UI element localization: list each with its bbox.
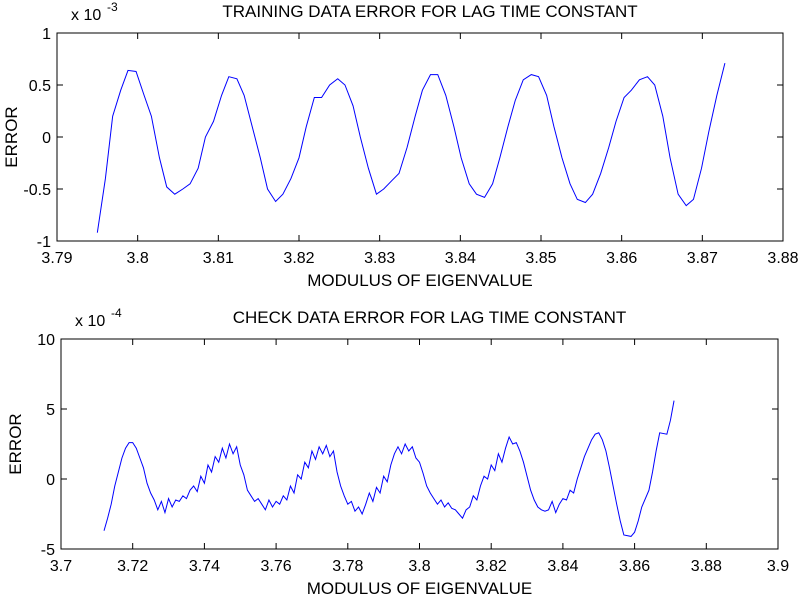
x-tick-label: 3.72 (117, 558, 148, 575)
x-tick-label: 3.84 (445, 250, 476, 267)
x-tick-label: 3.74 (189, 558, 220, 575)
subplot: 3.7 3.72 3.74 3.76 3.78 3.8 3.82 3.84 3.86 3.88 3.… (6, 306, 789, 598)
plot-area (60, 338, 779, 550)
x-tick-label: 3.88 (691, 558, 722, 575)
x-axis-label: MODULUS OF EIGENVALUE (307, 271, 532, 290)
x-tick-label: 3.86 (619, 558, 650, 575)
subplot: 3.79 3.8 3.81 3.82 3.83 3.84 3.85 3.86 3.87 3.88 -… (2, 0, 799, 290)
x-tick-label: 3.8 (127, 250, 149, 267)
x-tick-label: 3.79 (41, 250, 72, 267)
y-tick-label: -0.5 (23, 182, 51, 199)
x-tick-label: 3.81 (203, 250, 234, 267)
y-tick-label: -1 (37, 234, 51, 251)
x-tick-label: 3.86 (606, 250, 637, 267)
x-tick-label: 3.9 (767, 558, 789, 575)
axis-multiplier: x 10 (71, 7, 101, 24)
x-tick-label: 3.8 (408, 558, 430, 575)
y-tick-label: 1 (42, 26, 51, 43)
axis-multiplier: x 10 (75, 313, 105, 330)
x-tick-label: 3.87 (687, 250, 718, 267)
x-axis-label: MODULUS OF EIGENVALUE (307, 579, 532, 598)
x-tick-label: 3.76 (261, 558, 292, 575)
y-tick-label: 0 (46, 472, 55, 489)
axis-exponent: -3 (107, 0, 118, 14)
x-tick-label: 3.84 (547, 558, 578, 575)
x-tick-label: 3.85 (525, 250, 556, 267)
y-axis-label: ERROR (2, 106, 21, 167)
x-tick-label: 3.7 (50, 558, 72, 575)
y-tick-label: 10 (37, 332, 55, 349)
y-axis-label: ERROR (6, 413, 25, 474)
x-tick-label: 3.82 (283, 250, 314, 267)
y-tick-label: -5 (41, 542, 55, 559)
chart-title: CHECK DATA ERROR FOR LAG TIME CONSTANT (233, 308, 627, 327)
x-tick-label: 3.78 (332, 558, 363, 575)
chart-title: TRAINING DATA ERROR FOR LAG TIME CONSTAN… (222, 2, 637, 21)
y-tick-label: 5 (46, 402, 55, 419)
plot-area (56, 32, 784, 242)
y-tick-label: 0.5 (29, 78, 51, 95)
data-line (96, 63, 726, 233)
y-tick-label: 0 (42, 130, 51, 147)
data-line (103, 400, 675, 537)
x-tick-label: 3.82 (476, 558, 507, 575)
x-tick-label: 3.83 (364, 250, 395, 267)
x-tick-label: 3.88 (767, 250, 798, 267)
axis-exponent: -4 (111, 306, 122, 320)
